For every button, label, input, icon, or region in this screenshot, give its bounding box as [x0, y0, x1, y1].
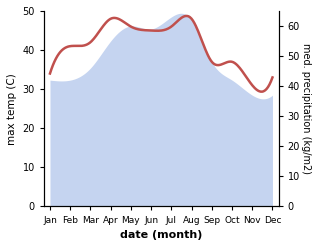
Y-axis label: med. precipitation (kg/m2): med. precipitation (kg/m2) [301, 43, 311, 174]
X-axis label: date (month): date (month) [120, 230, 203, 240]
Y-axis label: max temp (C): max temp (C) [7, 73, 17, 144]
